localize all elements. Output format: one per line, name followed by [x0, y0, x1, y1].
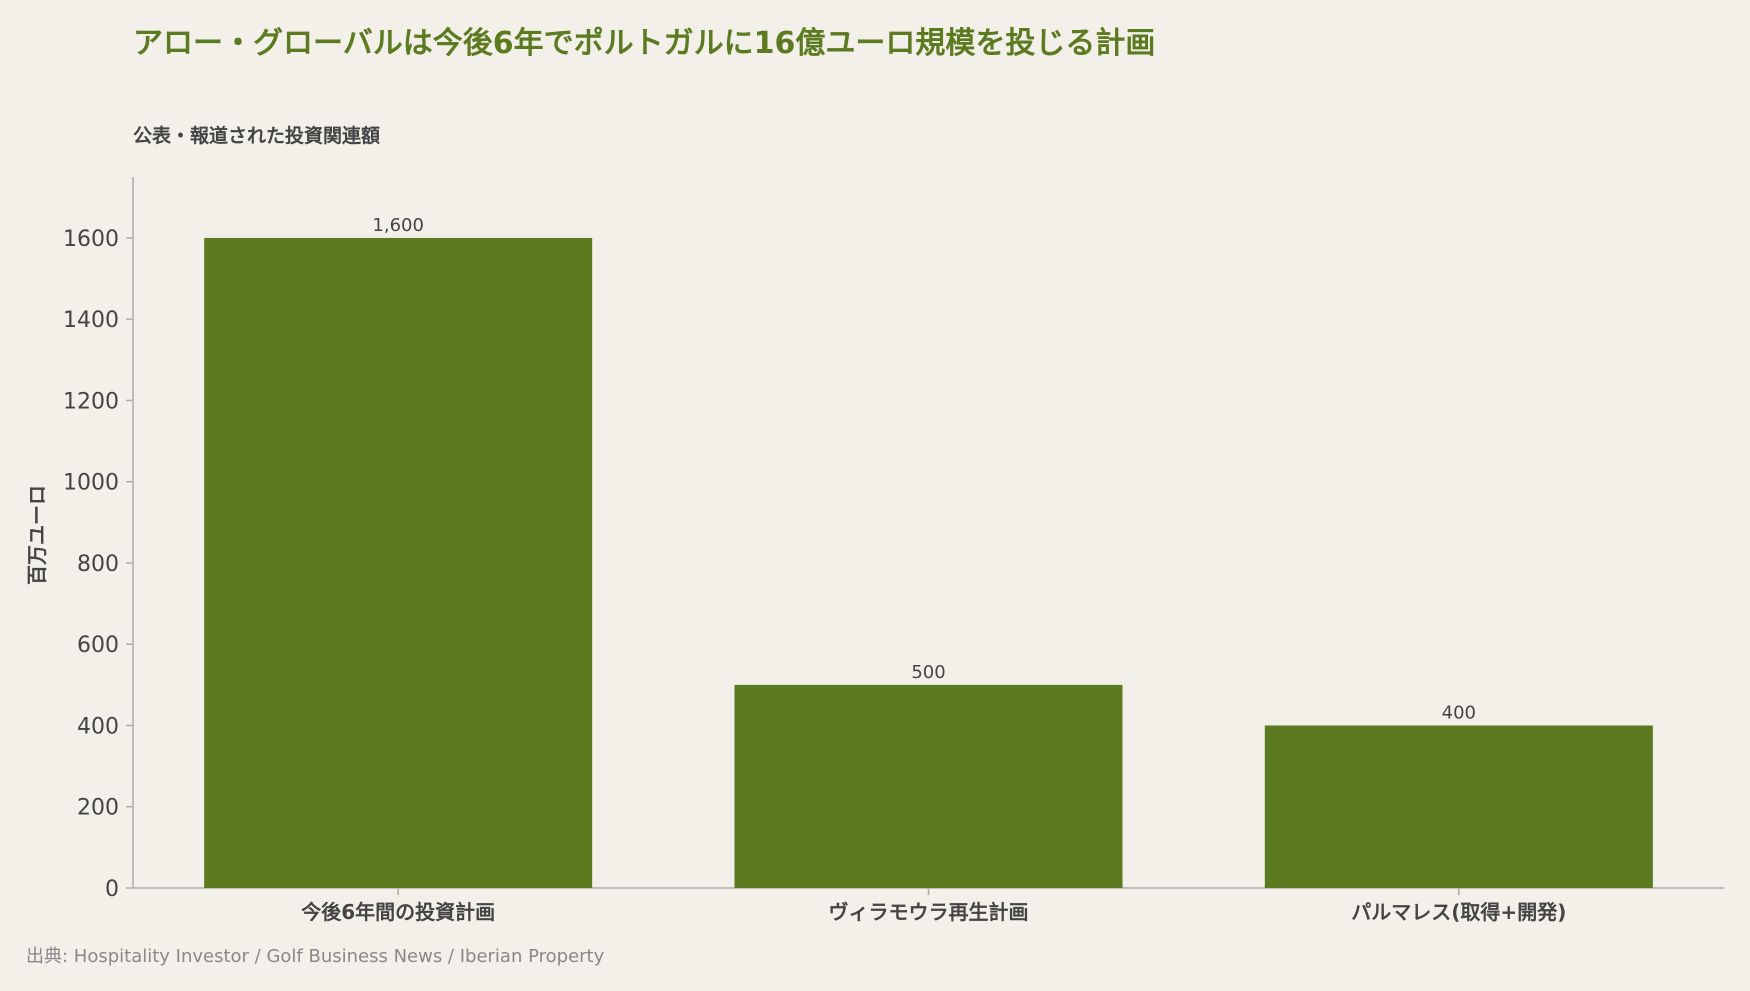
y-tick-label: 400 [77, 714, 119, 739]
bar [1264, 725, 1653, 888]
category-labels: 今後6年間の投資計画 ヴィラモウラ再生計画 パルマレス(取得+開発) [301, 888, 1566, 924]
x-tick-label: ヴィラモウラ再生計画 [829, 900, 1029, 924]
y-axis-label: 百万ユーロ [25, 485, 49, 585]
y-tick-label: 800 [77, 552, 119, 577]
y-tick-label: 0 [105, 877, 119, 902]
value-label: 1,600 [372, 215, 424, 236]
chart-title: アロー・グローバルは今後6年でポルトガルに16億ユーロ規模を投じる計画 [133, 26, 1156, 61]
y-axis-ticks: 0 200 400 600 800 1000 1200 1400 1600 [63, 227, 133, 902]
bar [734, 684, 1123, 888]
source-note: 出典: Hospitality Investor / Golf Business… [26, 946, 605, 967]
value-labels: 1,600 500 400 [372, 215, 1476, 724]
x-tick-label: 今後6年間の投資計画 [301, 900, 495, 924]
y-tick-label: 1200 [63, 389, 119, 414]
value-label: 500 [911, 662, 945, 683]
chart-subtitle: 公表・報道された投資関連額 [133, 125, 381, 147]
x-tick-label: パルマレス(取得+開発) [1351, 900, 1566, 924]
y-tick-label: 600 [77, 633, 119, 658]
y-tick-label: 1600 [63, 227, 119, 252]
chart-bars [204, 237, 1653, 888]
bar [204, 237, 593, 888]
y-tick-label: 1000 [63, 471, 119, 496]
y-tick-label: 200 [77, 796, 119, 821]
y-tick-label: 1400 [63, 308, 119, 333]
value-label: 400 [1442, 702, 1476, 723]
